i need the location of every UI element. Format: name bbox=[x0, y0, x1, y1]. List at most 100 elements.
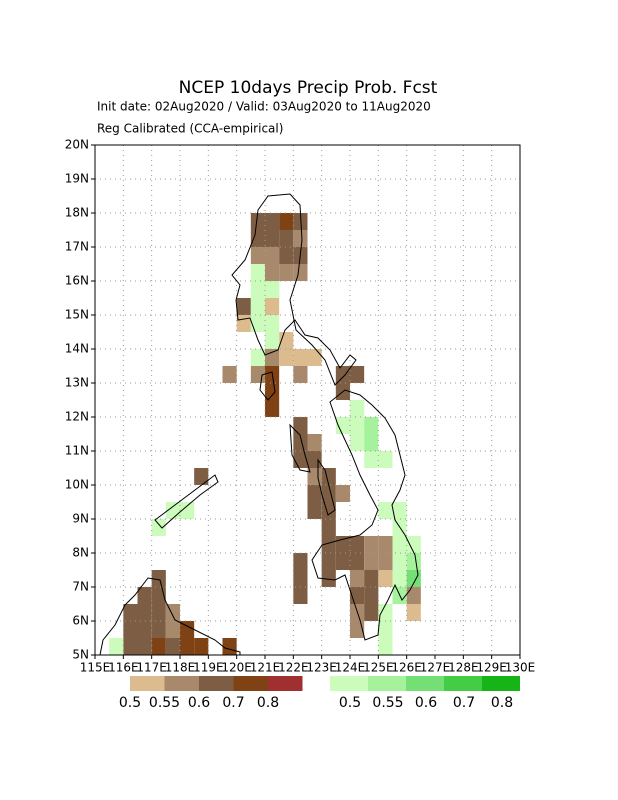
coast-palawan bbox=[154, 474, 219, 529]
dry-cell bbox=[165, 638, 180, 655]
wet-cell bbox=[364, 451, 379, 468]
wet-cell bbox=[250, 281, 265, 298]
wet-cell bbox=[265, 332, 280, 349]
wet-cell bbox=[406, 553, 421, 570]
dry-cell bbox=[279, 213, 294, 230]
dry-cell bbox=[307, 349, 322, 366]
wet-cell bbox=[265, 315, 280, 332]
dry-cell bbox=[279, 230, 294, 247]
dry-colorbar-box bbox=[164, 676, 199, 691]
wet-cell bbox=[250, 264, 265, 281]
dry-cell bbox=[265, 400, 280, 417]
coast-mindanao-visayas bbox=[311, 389, 419, 641]
lon-tick-label: 119E bbox=[193, 661, 224, 675]
wet-colorbar-box bbox=[406, 676, 444, 691]
dry-cell bbox=[293, 570, 308, 587]
wet-cell bbox=[180, 502, 195, 519]
dry-cell bbox=[293, 366, 308, 383]
dry-cell bbox=[194, 638, 209, 655]
wet-cell bbox=[392, 536, 407, 553]
wet-cell bbox=[378, 604, 393, 621]
wet-cell bbox=[392, 570, 407, 587]
dry-cell bbox=[335, 366, 350, 383]
lon-tick-label: 115E bbox=[80, 661, 111, 675]
dry-cell bbox=[250, 230, 265, 247]
dry-cell bbox=[279, 247, 294, 264]
dry-colorbar-label: 0.6 bbox=[188, 695, 210, 711]
dry-cell bbox=[265, 213, 280, 230]
dry-cell bbox=[279, 349, 294, 366]
dry-cell bbox=[123, 604, 138, 621]
dry-cell bbox=[350, 536, 365, 553]
lat-tick-label: 13N bbox=[65, 376, 89, 390]
dry-cell bbox=[321, 519, 336, 536]
dry-cell bbox=[364, 570, 379, 587]
dry-cell bbox=[307, 502, 322, 519]
dry-cell bbox=[265, 383, 280, 400]
wet-cell bbox=[151, 519, 166, 536]
dry-cell bbox=[265, 230, 280, 247]
grid bbox=[95, 145, 520, 655]
lon-tick-label: 124E bbox=[335, 661, 366, 675]
lat-tick-label: 14N bbox=[65, 342, 89, 356]
wet-colorbar-label: 0.55 bbox=[372, 695, 403, 711]
lon-tick-label: 125E bbox=[363, 661, 394, 675]
wet-cell bbox=[350, 417, 365, 434]
dry-colorbar-box bbox=[130, 676, 165, 691]
dry-cell bbox=[293, 451, 308, 468]
dry-cell bbox=[236, 298, 251, 315]
wet-cell bbox=[335, 417, 350, 434]
dry-cell bbox=[137, 621, 152, 638]
dry-cell bbox=[151, 621, 166, 638]
wet-cell bbox=[378, 502, 393, 519]
wet-cell bbox=[250, 298, 265, 315]
lat-tick-label: 20N bbox=[65, 138, 89, 152]
lon-tick-label: 121E bbox=[250, 661, 281, 675]
dry-cell bbox=[378, 536, 393, 553]
dry-colorbar-label: 0.5 bbox=[119, 695, 141, 711]
lon-tick-label: 118E bbox=[165, 661, 196, 675]
coast-mindoro bbox=[259, 371, 276, 401]
dry-cell bbox=[151, 570, 166, 587]
dry-cell bbox=[321, 553, 336, 570]
wet-colorbar-box bbox=[444, 676, 482, 691]
lon-tick-label: 120E bbox=[221, 661, 252, 675]
lat-tick-label: 10N bbox=[65, 478, 89, 492]
dry-cell bbox=[364, 587, 379, 604]
wet-cell bbox=[350, 400, 365, 417]
dry-cell bbox=[350, 366, 365, 383]
lon-tick-label: 126E bbox=[391, 661, 422, 675]
title: NCEP 10days Precip Prob. Fcst bbox=[179, 78, 438, 98]
dry-cell bbox=[335, 553, 350, 570]
dry-colorbar-box bbox=[199, 676, 234, 691]
lat-tick-label: 11N bbox=[65, 444, 89, 458]
dry-cell bbox=[279, 264, 294, 281]
lat-tick-label: 5N bbox=[72, 648, 89, 662]
dry-cell bbox=[194, 468, 209, 485]
lat-tick-label: 18N bbox=[65, 206, 89, 220]
wet-colorbar-box bbox=[330, 676, 368, 691]
wet-colorbar-box bbox=[482, 676, 520, 691]
dry-colorbar-label: 0.7 bbox=[222, 695, 244, 711]
dry-cell bbox=[236, 315, 251, 332]
dry-colorbar-label: 0.55 bbox=[149, 695, 180, 711]
subtitle: Reg Calibrated (CCA-empirical) bbox=[97, 122, 283, 136]
dry-cell bbox=[406, 604, 421, 621]
ticks: 115E116E117E118E119E120E121E122E123E124E… bbox=[65, 138, 536, 675]
coast-borneo bbox=[99, 577, 241, 656]
wet-cell bbox=[250, 349, 265, 366]
dry-cell bbox=[137, 587, 152, 604]
dry-cell bbox=[364, 553, 379, 570]
coast-panay bbox=[289, 423, 311, 473]
lat-tick-label: 16N bbox=[65, 274, 89, 288]
dry-cell bbox=[335, 536, 350, 553]
dry-cell bbox=[180, 638, 195, 655]
wet-cell bbox=[250, 315, 265, 332]
dry-cell bbox=[222, 638, 237, 655]
dry-cell bbox=[293, 349, 308, 366]
wet-cell bbox=[378, 451, 393, 468]
wet-cell bbox=[392, 553, 407, 570]
lon-tick-label: 123E bbox=[306, 661, 337, 675]
